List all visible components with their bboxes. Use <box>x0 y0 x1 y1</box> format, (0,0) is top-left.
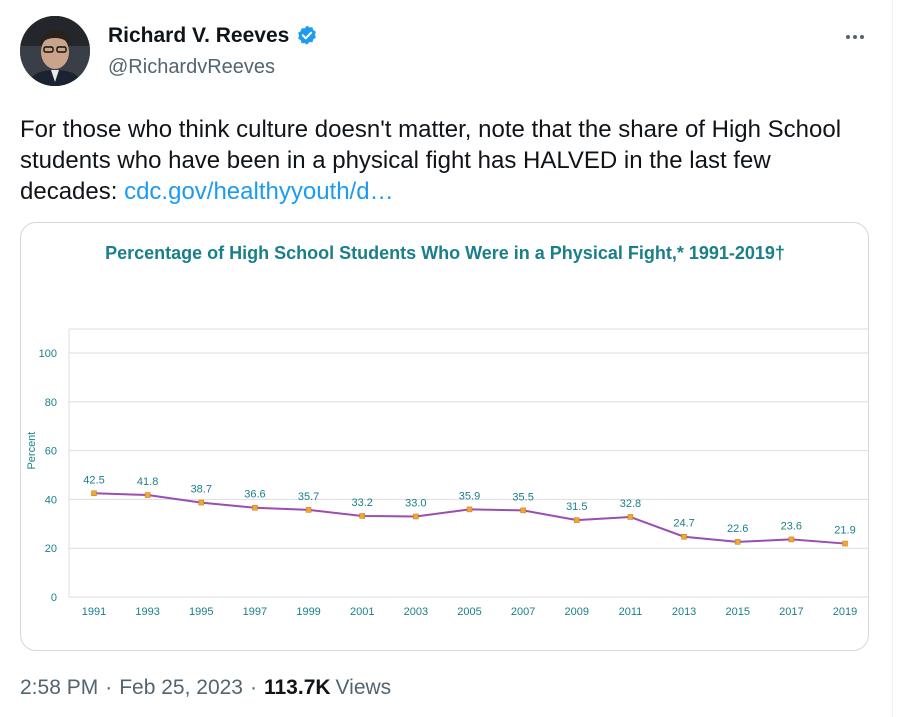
y-tick-label: 100 <box>39 348 57 360</box>
author-name[interactable]: Richard V. Reeves <box>108 24 290 47</box>
data-point <box>520 507 526 514</box>
more-dot <box>860 35 864 39</box>
more-options-icon[interactable] <box>838 22 872 52</box>
x-tick-label: 2013 <box>672 606 696 618</box>
data-label: 24.7 <box>673 518 694 530</box>
y-axis-label: Percent <box>26 432 38 470</box>
data-label: 31.5 <box>566 501 587 513</box>
views-count: 113.7K <box>263 676 331 699</box>
data-point <box>144 492 151 498</box>
x-tick-label: 2015 <box>725 606 749 618</box>
data-label: 38.7 <box>191 484 212 496</box>
data-label: 22.6 <box>727 523 748 535</box>
x-tick-label: 1991 <box>82 606 106 618</box>
author-handle[interactable]: @RichardvReeves <box>108 56 276 78</box>
tweet-link[interactable]: cdc.gov/healthyyouth/d… <box>124 178 394 205</box>
x-tick-label: 2011 <box>619 606 643 618</box>
data-label: 33.0 <box>405 497 426 509</box>
data-point <box>359 513 365 519</box>
data-point <box>574 517 580 523</box>
x-tick-label: 1993 <box>135 606 159 618</box>
separator-dot: · <box>105 676 113 699</box>
avatar-image <box>20 16 90 86</box>
x-tick-label: 2019 <box>833 606 857 618</box>
x-tick-label: 2001 <box>350 606 374 618</box>
verified-badge-icon[interactable] <box>295 24 319 48</box>
chart-title: Percentage of High School Students Who W… <box>105 243 785 263</box>
tweet-body: For those who think culture doesn't matt… <box>20 116 842 205</box>
y-tick-label: 80 <box>45 397 57 409</box>
data-label: 35.7 <box>298 491 319 503</box>
avatar[interactable] <box>20 16 90 86</box>
more-dot <box>853 35 857 39</box>
tweet-text: For those who think culture doesn't matt… <box>20 114 870 207</box>
data-label: 36.6 <box>244 489 265 501</box>
separator-dot: · <box>249 676 257 699</box>
data-label: 23.6 <box>781 520 802 532</box>
data-point <box>198 499 205 506</box>
chart-image-card[interactable]: Percentage of High School Students Who W… <box>20 222 869 651</box>
data-point <box>305 507 312 513</box>
data-point <box>91 490 97 497</box>
data-label: 41.8 <box>137 476 158 488</box>
data-point <box>681 533 687 540</box>
data-label: 35.9 <box>459 490 480 502</box>
data-point <box>842 540 848 547</box>
more-dot <box>846 35 850 39</box>
timeline-divider <box>892 0 893 717</box>
x-tick-label: 2005 <box>457 606 481 618</box>
x-tick-label: 1999 <box>296 606 320 618</box>
data-point <box>788 536 795 543</box>
data-point <box>627 514 634 520</box>
data-label: 35.5 <box>512 491 533 503</box>
views-label: Views <box>335 676 392 699</box>
data-label: 21.9 <box>834 525 855 537</box>
y-tick-label: 40 <box>45 494 57 506</box>
y-tick-label: 20 <box>45 543 57 555</box>
data-label: 32.8 <box>620 498 641 510</box>
line-chart: Percentage of High School Students Who W… <box>26 243 868 618</box>
tweet-meta: 2:58 PM · Feb 25, 2023 · 113.7K Views <box>20 676 391 700</box>
x-tick-label: 1997 <box>243 606 267 618</box>
x-tick-label: 1995 <box>189 606 213 618</box>
data-label: 42.5 <box>83 474 104 486</box>
tweet-date[interactable]: Feb 25, 2023 <box>119 676 243 699</box>
x-tick-label: 2003 <box>404 606 428 618</box>
data-point <box>413 513 419 520</box>
y-tick-label: 60 <box>45 446 57 458</box>
x-tick-label: 2007 <box>511 606 535 618</box>
data-point <box>252 504 258 511</box>
x-tick-label: 2009 <box>565 606 589 618</box>
data-label: 33.2 <box>352 497 373 509</box>
data-point <box>466 506 473 513</box>
y-tick-label: 0 <box>51 592 57 604</box>
tweet-time[interactable]: 2:58 PM <box>20 676 99 699</box>
x-tick-label: 2017 <box>779 606 803 618</box>
data-point <box>734 539 741 545</box>
